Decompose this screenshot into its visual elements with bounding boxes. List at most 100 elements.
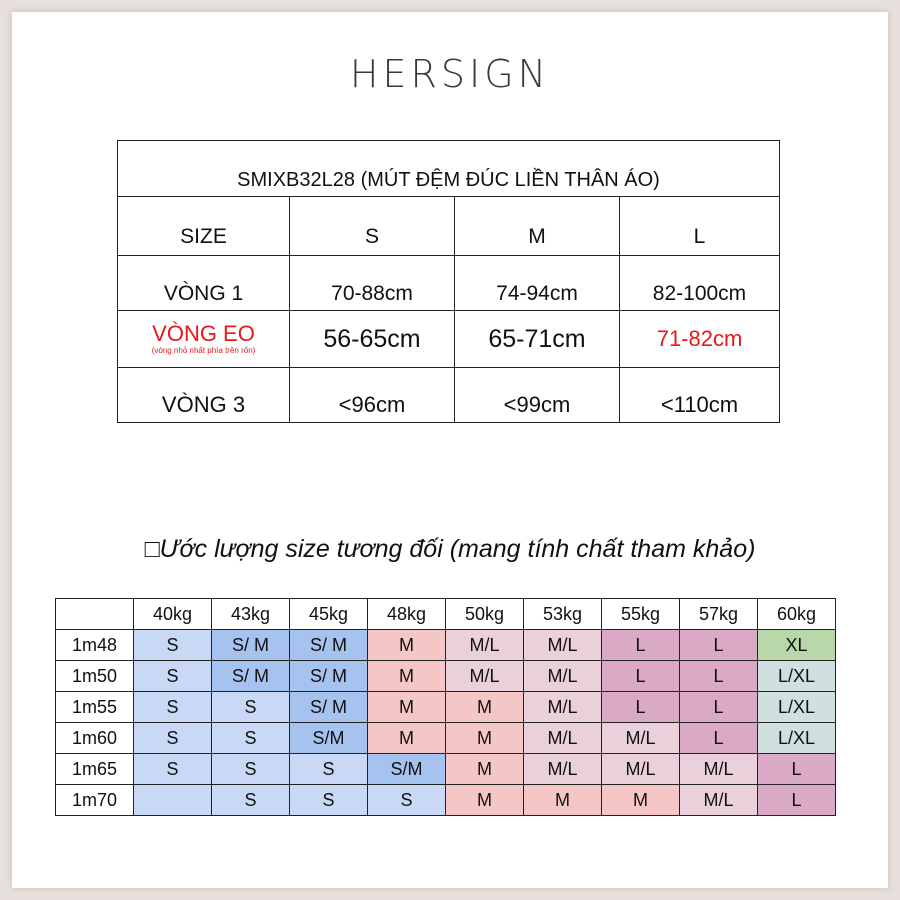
grid-cell: M (601, 784, 680, 816)
estimate-note: □Ước lượng size tương đối (mang tính chấ… (144, 535, 756, 563)
grid-cell: S/M (289, 722, 368, 754)
grid-cell: M/L (601, 722, 680, 754)
grid-cell (133, 784, 212, 816)
grid-row: 1m55 S S S/ M M M M/L L L L/XL (55, 691, 836, 723)
height-label: 1m70 (55, 784, 134, 816)
grid-cell: S (367, 784, 446, 816)
grid-cell: M (367, 629, 446, 661)
weight-header: 55kg (601, 598, 680, 630)
height-label: 1m55 (55, 691, 134, 723)
grid-cell: L/XL (757, 691, 836, 723)
vongeo-label: VÒNG EO (152, 321, 255, 346)
weight-header: 50kg (445, 598, 524, 630)
vongeo-l: 71-82cm (619, 310, 780, 368)
grid-cell: M/L (523, 629, 602, 661)
weight-header: 40kg (133, 598, 212, 630)
grid-cell: M/L (445, 660, 524, 692)
grid-cell: L (757, 784, 836, 816)
weight-header: 43kg (211, 598, 290, 630)
vong3-s: <96cm (289, 367, 455, 423)
row-label-vongeo: VÒNG EO (vòng nhỏ nhất phía trên rốn) (117, 310, 290, 368)
grid-cell: M (367, 660, 446, 692)
row-label-vong1: VÒNG 1 (117, 255, 290, 311)
grid-cell: M/L (523, 722, 602, 754)
grid-cell: L (679, 629, 758, 661)
weight-header: 53kg (523, 598, 602, 630)
grid-cell: S (289, 753, 368, 785)
grid-cell: M/L (523, 753, 602, 785)
grid-cell: L (679, 691, 758, 723)
vong1-m: 74-94cm (454, 255, 620, 311)
weight-header: 45kg (289, 598, 368, 630)
vongeo-s: 56-65cm (289, 310, 455, 368)
grid-cell: M (445, 753, 524, 785)
grid-cell: M (445, 784, 524, 816)
grid-cell: L/XL (757, 722, 836, 754)
weight-header: 60kg (757, 598, 836, 630)
vong3-m: <99cm (454, 367, 620, 423)
grid-cell: S (211, 784, 290, 816)
grid-cell: M/L (523, 691, 602, 723)
grid-cell: L (679, 722, 758, 754)
brand-logo: HERSIGN (349, 52, 551, 96)
grid-cell: S/ M (289, 660, 368, 692)
grid-cell: M (367, 722, 446, 754)
grid-corner (55, 598, 134, 630)
grid-cell: S (133, 722, 212, 754)
header-s: S (289, 196, 455, 256)
grid-cell: M/L (523, 660, 602, 692)
grid-cell: XL (757, 629, 836, 661)
grid-row: 1m50 S S/ M S/ M M M/L M/L L L L/XL (55, 660, 836, 692)
size-table-title: SMIXB32L28 (MÚT ĐỆM ĐÚC LIỀN THÂN ÁO) (117, 140, 780, 197)
grid-row: 1m70 S S S M M M M/L L (55, 784, 836, 816)
grid-cell: L (679, 660, 758, 692)
grid-cell: S (133, 753, 212, 785)
vong1-l: 82-100cm (619, 255, 780, 311)
grid-cell: M (445, 691, 524, 723)
grid-cell: S (133, 691, 212, 723)
header-m: M (454, 196, 620, 256)
grid-row: 1m65 S S S S/M M M/L M/L M/L L (55, 753, 836, 785)
header-l: L (619, 196, 780, 256)
grid-cell: S/ M (211, 660, 290, 692)
vongeo-m: 65-71cm (454, 310, 620, 368)
weight-header: 48kg (367, 598, 446, 630)
grid-cell: M/L (679, 784, 758, 816)
grid-cell: L (601, 660, 680, 692)
size-table: SMIXB32L28 (MÚT ĐỆM ĐÚC LIỀN THÂN ÁO) SI… (117, 140, 780, 423)
grid-cell: S (211, 722, 290, 754)
grid-cell: L (601, 691, 680, 723)
grid-cell: S/ M (211, 629, 290, 661)
grid-cell: M/L (445, 629, 524, 661)
grid-cell: M (367, 691, 446, 723)
grid-cell: S/M (367, 753, 446, 785)
estimate-grid: 40kg 43kg 45kg 48kg 50kg 53kg 55kg 57kg … (55, 598, 836, 816)
grid-header-row: 40kg 43kg 45kg 48kg 50kg 53kg 55kg 57kg … (55, 598, 836, 630)
grid-cell: L/XL (757, 660, 836, 692)
weight-header: 57kg (679, 598, 758, 630)
grid-row: 1m48 S S/ M S/ M M M/L M/L L L XL (55, 629, 836, 661)
grid-cell: S (211, 691, 290, 723)
header-size: SIZE (117, 196, 290, 256)
grid-cell: S (289, 784, 368, 816)
height-label: 1m48 (55, 629, 134, 661)
grid-cell: M/L (601, 753, 680, 785)
grid-cell: M (523, 784, 602, 816)
grid-row: 1m60 S S S/M M M M/L M/L L L/XL (55, 722, 836, 754)
grid-cell: M/L (679, 753, 758, 785)
grid-cell: S (133, 629, 212, 661)
height-label: 1m50 (55, 660, 134, 692)
grid-cell: S/ M (289, 629, 368, 661)
grid-cell: L (757, 753, 836, 785)
grid-cell: S (133, 660, 212, 692)
grid-cell: M (445, 722, 524, 754)
vongeo-sublabel: (vòng nhỏ nhất phía trên rốn) (151, 346, 256, 355)
row-label-vong3: VÒNG 3 (117, 367, 290, 423)
grid-cell: S/ M (289, 691, 368, 723)
height-label: 1m60 (55, 722, 134, 754)
height-label: 1m65 (55, 753, 134, 785)
grid-cell: L (601, 629, 680, 661)
grid-cell: S (211, 753, 290, 785)
vong1-s: 70-88cm (289, 255, 455, 311)
vong3-l: <110cm (619, 367, 780, 423)
